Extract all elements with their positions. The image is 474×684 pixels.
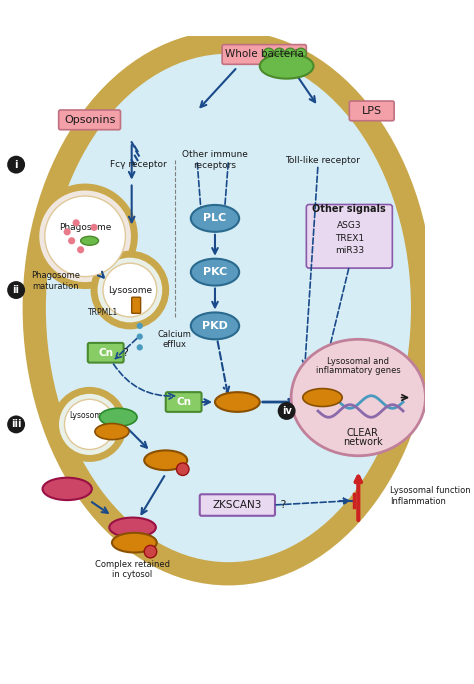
Circle shape [86, 237, 93, 244]
Text: Toll-like receptor: Toll-like receptor [285, 156, 360, 165]
Circle shape [264, 48, 274, 59]
Ellipse shape [191, 259, 239, 285]
Circle shape [278, 402, 296, 420]
Ellipse shape [40, 48, 417, 568]
Text: iv: iv [282, 406, 292, 416]
Circle shape [176, 463, 189, 475]
Text: network: network [343, 437, 383, 447]
Ellipse shape [260, 53, 313, 79]
Text: TRPML1: TRPML1 [88, 308, 118, 317]
Text: ii: ii [13, 285, 19, 295]
Text: miR33: miR33 [335, 246, 364, 255]
Text: Lysosomal function
Inflammation: Lysosomal function Inflammation [390, 486, 470, 505]
Circle shape [144, 545, 157, 558]
Text: i: i [14, 159, 18, 170]
Text: Opsonins: Opsonins [64, 115, 115, 125]
Text: ?: ? [277, 500, 287, 510]
Text: 14-3-3: 14-3-3 [116, 523, 149, 532]
Text: TREX1: TREX1 [335, 234, 364, 243]
Circle shape [7, 415, 25, 434]
Circle shape [137, 334, 143, 340]
Text: TFEB: TFEB [99, 427, 125, 436]
FancyBboxPatch shape [222, 44, 306, 64]
Text: TFEB: TFEB [151, 456, 177, 464]
Circle shape [73, 220, 80, 226]
Text: PKD: PKD [202, 321, 228, 331]
Text: Lysosome: Lysosome [108, 285, 152, 295]
Circle shape [77, 246, 84, 253]
FancyBboxPatch shape [349, 101, 394, 121]
Text: CLEAR: CLEAR [347, 428, 379, 438]
Text: Whole bacteria: Whole bacteria [225, 49, 304, 60]
Ellipse shape [215, 392, 260, 412]
Text: 14-3-3: 14-3-3 [50, 484, 85, 494]
Circle shape [103, 263, 157, 317]
Circle shape [94, 254, 166, 326]
Text: Lysosomal and: Lysosomal and [328, 357, 389, 366]
Circle shape [137, 344, 143, 350]
Circle shape [45, 196, 126, 276]
Text: Lysosome: Lysosome [69, 411, 106, 420]
Ellipse shape [303, 389, 342, 406]
Text: TFEB: TFEB [120, 538, 145, 547]
Circle shape [36, 187, 134, 285]
Circle shape [296, 48, 306, 59]
FancyBboxPatch shape [306, 205, 392, 268]
FancyBboxPatch shape [132, 298, 141, 313]
FancyBboxPatch shape [200, 495, 275, 516]
Text: Fcγ receptor: Fcγ receptor [110, 160, 167, 169]
FancyBboxPatch shape [88, 343, 124, 363]
Text: PKC: PKC [203, 267, 227, 277]
Circle shape [64, 399, 115, 449]
Text: TFEB: TFEB [224, 397, 251, 407]
Text: Cn: Cn [176, 397, 191, 407]
Circle shape [7, 156, 25, 174]
Text: iii: iii [11, 419, 21, 430]
Text: PLC: PLC [203, 213, 227, 224]
Ellipse shape [100, 408, 137, 426]
Circle shape [274, 48, 285, 59]
Text: Cn: Cn [98, 347, 113, 358]
Text: Complex retained
in cytosol: Complex retained in cytosol [95, 560, 170, 579]
Text: Phagosome: Phagosome [59, 223, 111, 232]
Text: P: P [180, 466, 185, 472]
Circle shape [91, 224, 98, 231]
Text: ASG3: ASG3 [337, 221, 362, 230]
Ellipse shape [191, 313, 239, 339]
Circle shape [137, 323, 143, 329]
Text: ZKSCAN3: ZKSCAN3 [213, 500, 262, 510]
Text: Other signals: Other signals [312, 205, 386, 214]
Ellipse shape [112, 533, 157, 553]
Ellipse shape [291, 339, 426, 456]
Ellipse shape [144, 450, 187, 470]
Text: Other immune
receptors: Other immune receptors [182, 150, 248, 170]
Ellipse shape [95, 423, 129, 440]
Circle shape [68, 237, 75, 244]
FancyBboxPatch shape [59, 110, 120, 130]
Ellipse shape [191, 205, 239, 232]
Ellipse shape [40, 48, 417, 568]
FancyBboxPatch shape [166, 392, 201, 412]
Text: inflammatory genes: inflammatory genes [316, 366, 401, 375]
Circle shape [64, 228, 71, 235]
Text: P: P [148, 549, 153, 555]
Text: TFEB: TFEB [310, 393, 335, 402]
Ellipse shape [109, 518, 156, 537]
Text: ?: ? [122, 347, 128, 358]
Text: Phagosome
maturation: Phagosome maturation [31, 272, 80, 291]
Ellipse shape [43, 477, 92, 500]
Circle shape [55, 391, 124, 458]
Circle shape [7, 281, 25, 299]
Text: Calcium
efflux: Calcium efflux [158, 330, 191, 349]
Text: LPS: LPS [362, 106, 382, 116]
Circle shape [285, 48, 296, 59]
Ellipse shape [81, 236, 99, 246]
Text: mTORC1: mTORC1 [98, 412, 138, 422]
